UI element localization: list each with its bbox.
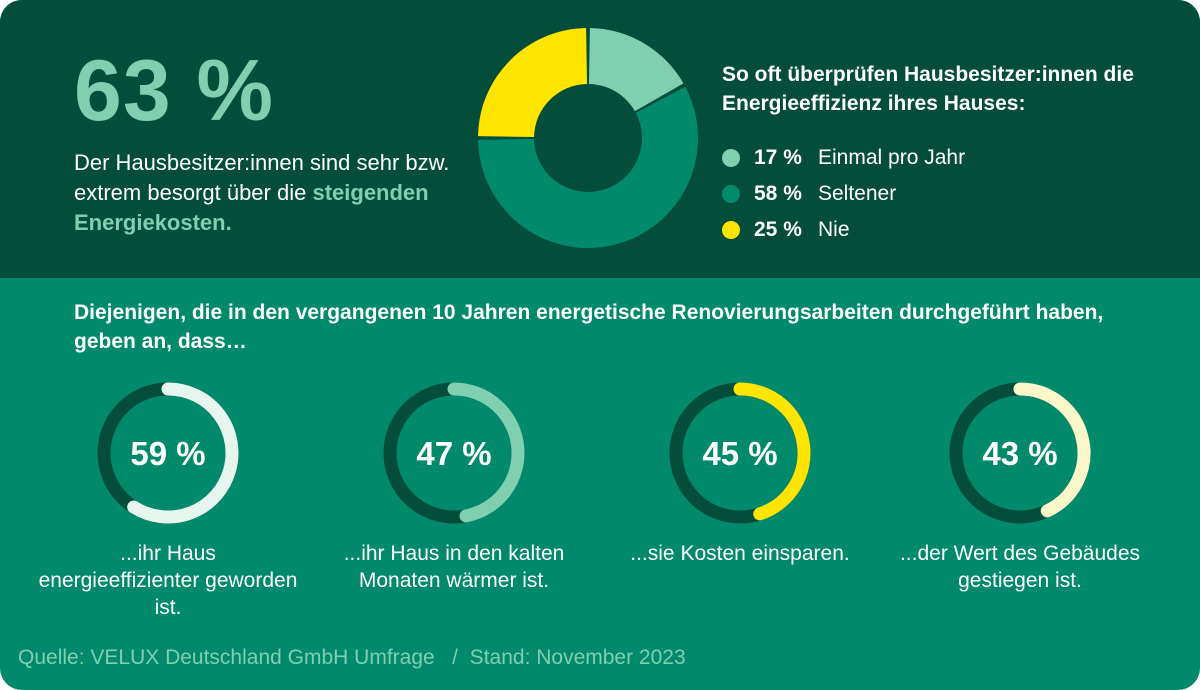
ring-value: 59 % — [130, 435, 205, 472]
legend-title: So oft überprüfen Hausbesitzer:innen die… — [722, 63, 1134, 115]
frequency-donut-chart — [478, 28, 698, 248]
ring-caption: ...der Wert des Gebäudes gestiegen ist. — [899, 542, 1141, 592]
ring-item-warmer: 47 % ...ihr Haus in den kalten Monaten w… — [324, 378, 584, 594]
headline-percent: 63 % — [74, 43, 275, 139]
ring-arc — [1013, 382, 1091, 518]
headline-text: Der Hausbesitzer:innen sind sehr bzw. ex… — [74, 148, 454, 238]
donut-slice-once-a-year — [588, 28, 684, 112]
ring-arc — [733, 382, 811, 521]
ring-caption: ...ihr Haus energieeffizienter geworden … — [38, 542, 298, 619]
legend-label: Seltener — [818, 182, 897, 205]
ring-value: 43 % — [982, 435, 1057, 472]
ring-arc — [447, 382, 525, 523]
headline-text-main: Der Hausbesitzer:innen sind sehr bzw. ex… — [74, 150, 450, 205]
legend-item-never: 25 % Nie — [722, 212, 965, 248]
legend-label: Einmal pro Jahr — [818, 146, 966, 169]
progress-ring: 45 % — [669, 382, 811, 524]
legend-value: 17 % — [754, 146, 802, 169]
legend-item-less-often: 58 % Seltener — [722, 176, 965, 212]
ring-value: 47 % — [416, 435, 491, 472]
ring-value: 45 % — [702, 435, 777, 472]
legend-dot-less-often — [722, 185, 740, 203]
legend-dot-once-a-year — [722, 149, 740, 167]
legend: 17 % Einmal pro Jahr 58 % Seltener 25 % … — [722, 140, 965, 248]
legend-value: 25 % — [754, 218, 802, 241]
renovation-intro: Diejenigen, die in den vergangenen 10 Ja… — [74, 301, 1104, 353]
progress-ring: 59 % — [97, 382, 239, 524]
ring-arc — [127, 382, 239, 524]
donut-slice-never — [478, 28, 588, 138]
ring-item-save-costs: 45 % ...sie Kosten einsparen. — [610, 378, 870, 567]
source-note: Quelle: VELUX Deutschland GmbH Umfrage /… — [18, 646, 686, 669]
ring-caption: ...ihr Haus in den kalten Monaten wärmer… — [343, 542, 565, 592]
legend-label: Nie — [818, 218, 850, 241]
legend-value: 58 % — [754, 182, 802, 205]
ring-item-energy-efficient: 59 % ...ihr Haus energieeffizienter gewo… — [38, 378, 298, 621]
legend-item-once-a-year: 17 % Einmal pro Jahr — [722, 140, 965, 176]
headline-text-highlight: steigenden Energiekosten. — [74, 180, 429, 235]
ring-item-building-value: 43 % ...der Wert des Gebäudes gestiegen … — [890, 378, 1150, 594]
progress-ring: 43 % — [949, 382, 1091, 524]
legend-dot-never — [722, 221, 740, 239]
progress-ring: 47 % — [383, 382, 525, 524]
ring-caption: ...sie Kosten einsparen. — [630, 542, 850, 565]
donut-slice-less-often — [478, 86, 698, 248]
